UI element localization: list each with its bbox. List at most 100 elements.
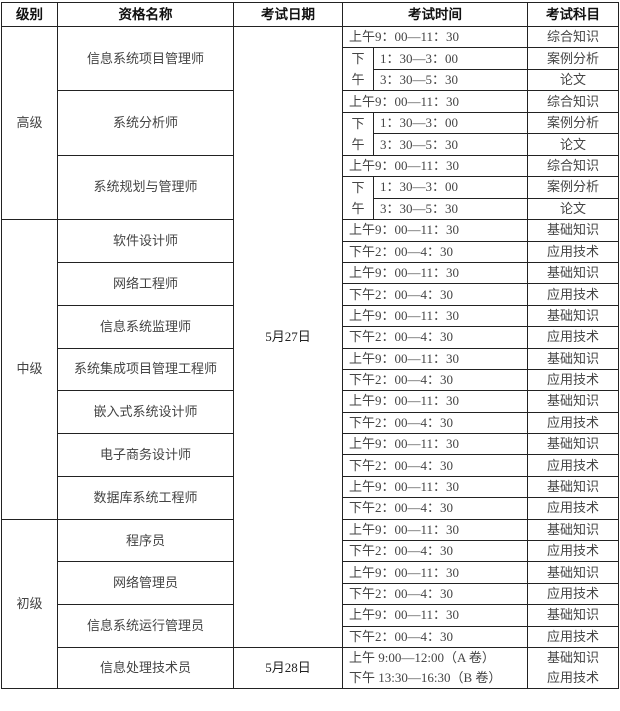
exam-subject: 基础知识: [527, 561, 619, 584]
afternoon-label: 下午: [342, 111, 374, 156]
exam-time: 上午9：00—11：30: [342, 518, 528, 542]
qualification-name: 系统集成项目管理工程师: [57, 347, 234, 392]
afternoon-label-char: 下: [351, 180, 365, 196]
exam-subject: 应用技术: [527, 240, 619, 263]
exam-subject-line: 基础知识: [546, 649, 599, 665]
table-row: 下午2：00—4：30 应用技术: [2, 240, 619, 263]
exam-schedule-table: 级别 资格名称 考试日期 考试时间 考试科目 高级 信息系统项目管理师 5月27日上…: [1, 2, 619, 689]
afternoon-label-char: 午: [351, 72, 365, 88]
exam-subject: 应用技术: [527, 326, 619, 349]
exam-subject: 综合知识: [527, 25, 619, 49]
exam-subject: 应用技术: [527, 368, 619, 392]
exam-subject: 应用技术: [527, 582, 619, 606]
afternoon-label-char: 午: [351, 136, 365, 152]
table-row: 网络工程师 上午9：00—11：30 基础知识: [2, 261, 619, 306]
exam-time: 上午9：00—11：30: [342, 25, 528, 49]
exam-subject: 基础知识: [527, 347, 619, 370]
table-row: 下午2：00—4：30 应用技术: [2, 368, 619, 392]
exam-time-line: 上午 9:00—12:00（A 卷）: [349, 649, 495, 665]
qualification-name: 信息处理技术员: [57, 646, 234, 689]
table-row: 下午 1：30—3：00 案例分析: [2, 111, 619, 156]
qualification-name: 嵌入式系统设计师: [57, 390, 234, 435]
level-cell: 初级: [1, 518, 58, 689]
exam-time: 下午2：00—4：30: [342, 240, 528, 263]
exam-subject: 基础知识 应用技术: [527, 646, 619, 689]
exam-subject: 应用技术: [527, 540, 619, 563]
qualification-name: 系统规划与管理师: [57, 154, 234, 221]
qualification-name: 信息系统项目管理师: [57, 25, 234, 92]
exam-subject: 应用技术: [527, 454, 619, 477]
exam-subject: 基础知识: [527, 390, 619, 413]
qualification-name: 软件设计师: [57, 219, 234, 263]
exam-subject: 案例分析: [527, 47, 619, 70]
exam-time: 上午 9:00—12:00（A 卷） 下午 13:30—16:30（B 卷）: [342, 646, 528, 689]
exam-time: 上午9：00—11：30: [342, 390, 528, 413]
exam-time: 上午9：00—11：30: [342, 561, 528, 584]
table-row: 初级 程序员 上午9：00—11：30 基础知识: [1, 518, 619, 689]
exam-time: 下午2：00—4：30: [342, 283, 528, 306]
exam-subject: 案例分析: [527, 111, 619, 135]
exam-time: 1：30—3：00: [373, 176, 528, 199]
qualification-name: 网络管理员: [57, 561, 234, 606]
level-cell: 中级: [1, 219, 58, 520]
exam-subject: 案例分析: [527, 176, 619, 199]
afternoon-label-char: 下: [351, 115, 365, 131]
exam-subject: 基础知识: [527, 261, 619, 285]
exam-time: 上午9：00—11：30: [342, 475, 528, 499]
table-row: 下午2：00—4：30 应用技术: [2, 411, 619, 435]
exam-time: 上午9：00—11：30: [342, 219, 528, 242]
table-row: 系统分析师 上午9：00—11：30 综合知识: [2, 90, 619, 156]
table-row: 数据库系统工程师 上午9：00—11：30 基础知识: [2, 475, 619, 520]
exam-time: 下午2：00—4：30: [342, 454, 528, 477]
exam-subject: 基础知识: [527, 304, 619, 328]
exam-time: 上午9：00—11：30: [342, 90, 528, 113]
exam-subject: 应用技术: [527, 497, 619, 520]
header-subject: 考试科目: [527, 2, 619, 27]
table-row: 3：30—5：30 论文: [2, 197, 619, 221]
qualification-name: 网络工程师: [57, 261, 234, 306]
exam-time: 上午9：00—11：30: [342, 261, 528, 285]
exam-time: 下午2：00—4：30: [342, 540, 528, 563]
exam-time: 上午9：00—11：30: [342, 154, 528, 178]
table-row: 3：30—5：30 论文: [2, 68, 619, 92]
table-row: 信息系统监理师 上午9：00—11：30 基础知识: [2, 304, 619, 349]
exam-time: 1：30—3：00: [373, 47, 528, 70]
afternoon-label: 下午: [342, 176, 374, 221]
exam-subject: 论文: [527, 68, 619, 92]
exam-subject: 综合知识: [527, 90, 619, 113]
exam-subject: 应用技术: [527, 411, 619, 435]
exam-time: 上午9：00—11：30: [342, 604, 528, 627]
exam-time: 下午2：00—4：30: [342, 497, 528, 520]
afternoon-label-char: 午: [351, 201, 365, 217]
exam-date: 5月27日: [233, 26, 343, 648]
table-row: 中级 软件设计师 上午9：00—11：30 基础知识: [1, 219, 619, 520]
exam-subject: 应用技术: [527, 625, 619, 648]
exam-subject: 基础知识: [527, 475, 619, 499]
exam-time: 3：30—5：30: [373, 133, 528, 156]
qualification-name: 电子商务设计师: [57, 433, 234, 477]
header-date: 考试日期: [233, 2, 343, 27]
header-row: 级别 资格名称 考试日期 考试时间 考试科目: [1, 2, 619, 27]
exam-time: 上午9：00—11：30: [342, 347, 528, 370]
table-row: 系统集成项目管理工程师 上午9：00—11：30 基础知识: [2, 347, 619, 392]
exam-subject: 基础知识: [527, 604, 619, 627]
schedule-body: 高级 信息系统项目管理师 5月27日 上午9：00—11：30 综合知识下午 1：30—3…: [1, 25, 619, 689]
qualification-name: 数据库系统工程师: [57, 475, 234, 520]
exam-time: 上午9：00—11：30: [342, 304, 528, 328]
qualification-name: 信息系统监理师: [57, 304, 234, 349]
table-row: 信息系统运行管理员 上午9：00—11：30 基础知识: [2, 604, 619, 648]
level-cell: 高级: [1, 25, 58, 221]
table-row: 高级 信息系统项目管理师 5月27日 上午9：00—11：30 综合知识: [1, 25, 619, 648]
table-row: 系统规划与管理师 上午9：00—11：30 综合知识: [2, 154, 619, 221]
table-row: 下午2：00—4：30 应用技术: [2, 283, 619, 306]
exam-subject: 基础知识: [527, 518, 619, 542]
exam-time: 下午2：00—4：30: [342, 326, 528, 349]
table-row: 信息处理技术员 5月28日 上午 9:00—12:00（A 卷） 下午 13:30—1…: [2, 646, 619, 689]
exam-time-line: 下午 13:30—16:30（B 卷）: [349, 669, 502, 685]
exam-time: 下午2：00—4：30: [342, 411, 528, 435]
exam-subject: 基础知识: [527, 433, 619, 456]
qualification-name: 程序员: [57, 518, 234, 563]
exam-subject: 论文: [527, 197, 619, 221]
exam-time: 3：30—5：30: [373, 68, 528, 92]
exam-time: 下午2：00—4：30: [342, 582, 528, 606]
